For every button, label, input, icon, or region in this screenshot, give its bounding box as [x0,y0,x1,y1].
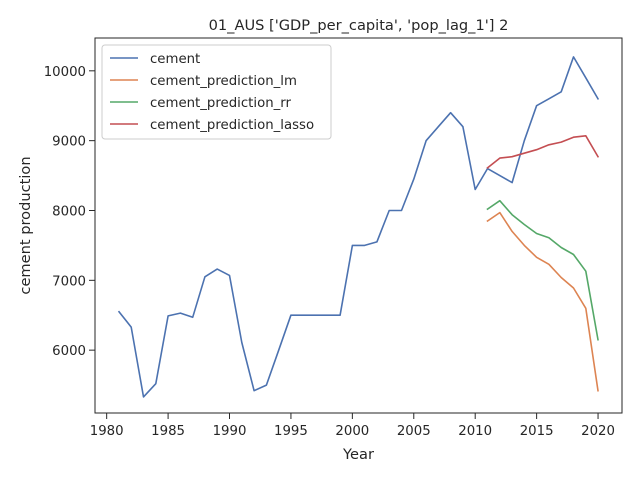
legend: cement cement_prediction_lm cement_predict… [101,44,332,140]
y-tick-label: 8000 [52,204,86,219]
legend-box [101,44,332,140]
x-axis-label: Year [342,446,374,463]
y-tick-label: 6000 [52,344,86,359]
chart-title: 01_AUS ['GDP_per_capita', 'pop_lag_1'] 2 [209,17,509,34]
series-line-cement [117,56,600,398]
x-tick-label: 1995 [274,424,308,439]
x-tick-label: 1985 [151,424,185,439]
y-tick-label: 10000 [44,65,86,80]
legend-label: cement_prediction_rr [150,96,292,111]
x-tick-label: 2005 [397,424,431,439]
legend-label: cement_prediction_lm [150,74,297,89]
x-tick-label: 2015 [520,424,554,439]
plot-lines [117,56,600,398]
series-line-cement-prediction-lm [486,211,599,392]
x-axis: 1980 1985 1990 1995 2000 2005 2010 2015 2020 [90,413,615,439]
y-tick-label: 9000 [52,135,86,150]
plot-frame [94,37,623,414]
x-tick-label: 2020 [581,424,615,439]
x-tick-label: 1990 [213,424,247,439]
y-axis-label: cement production [17,156,34,294]
x-tick-label: 2010 [458,424,492,439]
y-axis: 6000 7000 8000 9000 10000 [44,65,95,359]
legend-label: cement_prediction_lasso [150,118,314,133]
y-tick-label: 7000 [52,274,86,289]
series-line-cement-prediction-rr [486,199,599,341]
legend-label: cement [150,52,200,67]
x-tick-label: 2000 [335,424,369,439]
x-tick-label: 1980 [90,424,124,439]
series-line-cement-prediction-lasso [486,135,600,170]
